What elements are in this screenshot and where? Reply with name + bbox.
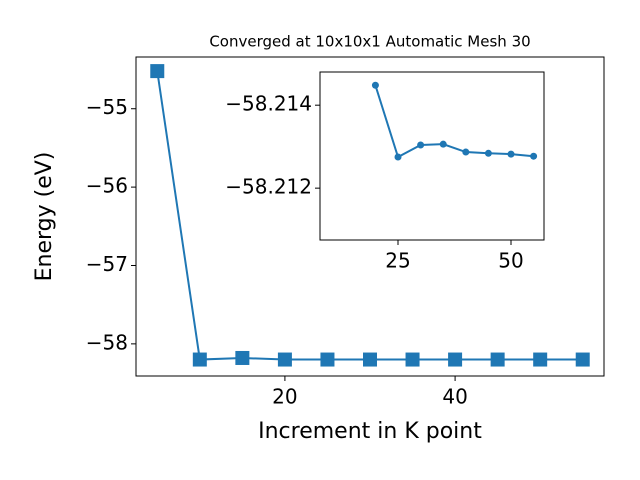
marker	[363, 352, 377, 367]
marker	[490, 352, 505, 367]
y-tick-label: −56	[86, 174, 128, 198]
marker	[507, 150, 515, 158]
y-tick-label: −58.212	[225, 175, 312, 199]
marker	[394, 153, 402, 161]
marker	[235, 350, 250, 365]
x-axis-label: Increment in K point	[258, 419, 482, 444]
chart-title: Converged at 10x10x1 Automatic Mesh 30	[209, 33, 530, 51]
marker	[417, 141, 425, 149]
axes-background	[320, 72, 544, 240]
marker	[320, 352, 335, 367]
plot-area	[150, 64, 590, 367]
x-tick-label: 40	[442, 385, 467, 409]
marker	[192, 352, 207, 367]
y-tick-label: −58	[86, 330, 128, 354]
marker	[530, 152, 538, 160]
x-tick-label: 50	[498, 249, 523, 273]
marker	[277, 352, 292, 367]
y-tick-label: −58.214	[225, 92, 312, 116]
marker	[575, 352, 590, 367]
marker	[533, 352, 548, 367]
line	[374, 84, 534, 159]
y-tick-label: −55	[86, 95, 128, 119]
marker	[371, 81, 379, 89]
y-tick-label: −57	[86, 252, 128, 276]
axes-frame	[135, 56, 605, 377]
plot-area	[371, 81, 538, 161]
x-tick-label: 25	[385, 249, 410, 273]
axes-frame	[319, 71, 545, 241]
marker	[448, 352, 463, 367]
marker	[405, 352, 420, 367]
x-tick-label: 20	[272, 385, 297, 409]
marker	[150, 64, 165, 79]
marker	[462, 148, 470, 156]
marker	[439, 140, 447, 148]
marker	[484, 149, 492, 157]
y-axis-label: Energy (eV)	[32, 152, 57, 282]
